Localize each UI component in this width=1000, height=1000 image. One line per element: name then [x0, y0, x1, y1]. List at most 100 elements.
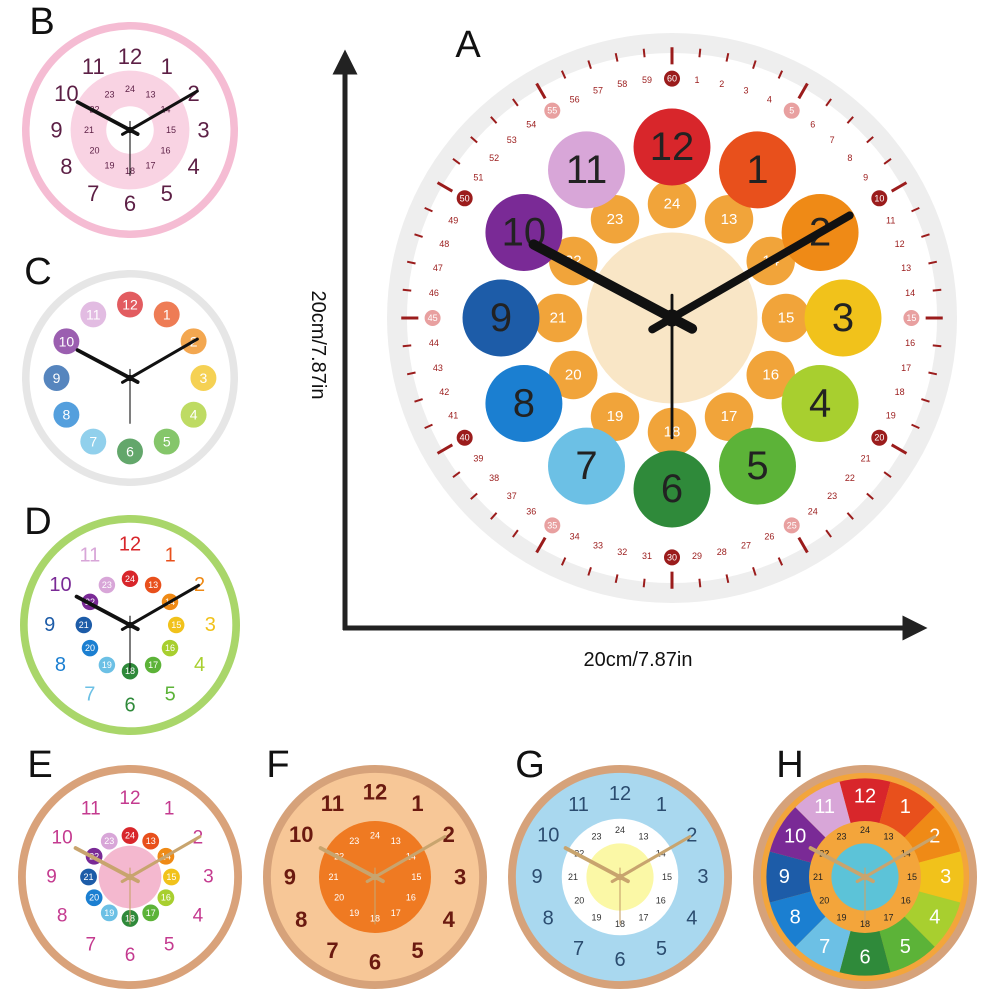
minute-tick	[866, 492, 874, 500]
hour-number: 8	[57, 906, 68, 927]
minute-tick	[424, 423, 433, 430]
minute-tick	[890, 443, 908, 455]
petal	[590, 392, 640, 441]
hour-number: 7	[86, 934, 97, 955]
hour-number: 8	[60, 154, 72, 179]
inner-dot	[98, 576, 116, 594]
minute-badge	[783, 517, 800, 534]
hour-disc	[804, 279, 882, 357]
petal	[746, 350, 795, 400]
hour-number: 7	[84, 684, 95, 706]
minute-badge	[456, 190, 473, 207]
minute-tick	[452, 158, 461, 165]
inner-number: 13	[639, 831, 649, 841]
minute-number: 12	[895, 239, 905, 249]
hour-number: 8	[63, 407, 71, 423]
hour-number: 2	[443, 822, 455, 847]
minute-tick	[928, 260, 938, 265]
minute-number: 36	[526, 507, 536, 517]
hour-number: 1	[161, 54, 173, 79]
minute-number: 3	[743, 85, 748, 95]
hour-number: 8	[790, 906, 801, 928]
minute-number: 53	[507, 135, 517, 145]
minute-tick	[932, 288, 942, 292]
minute-number: 16	[905, 338, 915, 348]
hour-number: 3	[832, 296, 854, 340]
minute-number: 46	[429, 288, 439, 298]
hour-number: 11	[79, 544, 100, 566]
minute-hand	[610, 835, 692, 884]
hour-number: 12	[119, 534, 141, 556]
clock: 241314151617181920212223121234567891011	[753, 765, 977, 989]
hand-pivot	[616, 873, 624, 881]
hour-heart	[190, 365, 217, 391]
hour-number: 4	[193, 906, 204, 927]
minute-tick	[642, 48, 646, 58]
hour-number: 9	[490, 296, 512, 340]
minute-tick	[406, 260, 416, 265]
inner-number: 13	[884, 831, 894, 841]
minute-number: 17	[901, 363, 911, 373]
inner-number: 20	[565, 367, 582, 384]
inner-number: 13	[148, 580, 158, 590]
hour-number: 4	[187, 154, 199, 179]
hour-number: 9	[284, 865, 296, 890]
minute-number: 19	[886, 410, 896, 420]
hour-number: 10	[54, 81, 78, 106]
minute-number: 4	[767, 94, 772, 104]
minute-hand	[365, 835, 447, 884]
minute-hand	[648, 211, 854, 334]
hour-number: 9	[46, 867, 57, 888]
minute-tick	[642, 578, 646, 588]
inner-number: 19	[349, 908, 359, 918]
minute-number: 51	[473, 172, 483, 182]
inner-dot	[98, 656, 116, 674]
hour-number: 8	[55, 654, 66, 676]
minute-tick	[846, 116, 854, 124]
inner-dot	[142, 832, 160, 850]
inner-number: 19	[591, 913, 601, 923]
minute-number: 50	[460, 193, 470, 203]
inner-number: 20	[89, 893, 99, 903]
minute-tick	[436, 181, 454, 193]
hour-number: 3	[454, 865, 466, 890]
clock-label: A	[455, 24, 481, 66]
clock: 60 1 2345678910111213141516171819202122232…	[387, 33, 957, 603]
hour-number: 7	[575, 444, 597, 488]
inner-dot	[144, 576, 162, 594]
inner-number: 13	[721, 211, 738, 228]
hour-number: 1	[163, 306, 171, 322]
hour-number: 1	[746, 148, 768, 192]
hour-number: 5	[900, 936, 911, 958]
minute-tick	[560, 70, 567, 79]
inner-number: 16	[165, 643, 175, 653]
hour-number: 9	[532, 866, 543, 888]
inner-number: 13	[146, 89, 156, 99]
minute-number: 11	[886, 216, 895, 226]
height-label: 20cm/7.87in	[307, 291, 329, 400]
hour-disc	[719, 427, 796, 505]
inner-number: 21	[550, 310, 567, 327]
clock-label: B	[29, 1, 54, 43]
hour-heart	[53, 401, 80, 428]
hour-disc	[485, 365, 563, 442]
minute-number: 6	[810, 119, 815, 129]
hour-number: 6	[661, 467, 683, 511]
inner-number: 16	[656, 896, 666, 906]
inner-number: 13	[391, 836, 401, 846]
petal	[761, 293, 811, 343]
clock: 241314151617181920212223121234567891011	[18, 765, 242, 989]
hour-number: 3	[697, 866, 708, 888]
minute-tick	[402, 288, 412, 292]
hour-disc	[548, 131, 625, 209]
inner-dot	[167, 616, 185, 634]
minute-number: 54	[526, 119, 536, 129]
minute-number: 30	[667, 552, 677, 562]
hour-number: 3	[200, 370, 208, 386]
clock-label: F	[266, 744, 289, 786]
minute-tick	[512, 529, 519, 538]
inner-number: 16	[161, 146, 171, 156]
inner-dot	[161, 639, 179, 657]
inner-number: 15	[907, 872, 917, 882]
hour-number: 5	[746, 444, 768, 488]
